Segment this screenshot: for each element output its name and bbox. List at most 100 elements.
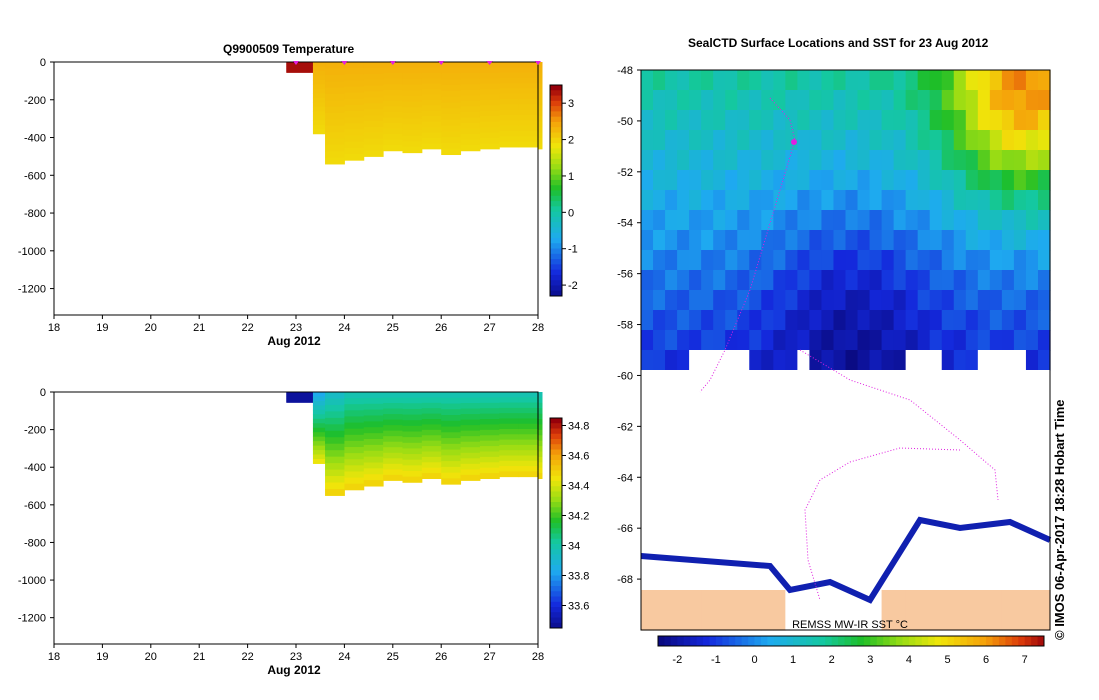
p1-x-tick-label: 23 xyxy=(290,651,302,663)
sst-map-cell xyxy=(653,330,666,351)
sst-map-cell xyxy=(917,290,931,311)
p1-colorbar-cell xyxy=(550,481,562,487)
sst-colorbar-cell xyxy=(683,636,691,646)
p1-profile-cell xyxy=(460,463,481,470)
sst-map-cell xyxy=(797,310,811,331)
sst-map-cell xyxy=(869,390,883,411)
sst-map-cell xyxy=(965,210,979,231)
sst-map-cell xyxy=(773,110,786,131)
p1-profile-cell xyxy=(538,392,543,398)
sst-map-cell xyxy=(713,130,726,151)
sst-map-cell xyxy=(809,170,823,191)
p0-x-tick-label: 25 xyxy=(387,322,399,334)
sst-map-cell xyxy=(713,310,726,331)
p0-x-tick-label: 19 xyxy=(96,322,108,334)
sst-map-cell xyxy=(653,510,666,531)
sst-colorbar-cell xyxy=(908,636,916,646)
p0-profile-cell xyxy=(479,99,500,106)
sst-map-cell xyxy=(689,290,702,311)
sst-map-cell xyxy=(653,130,666,151)
sst-map-cell xyxy=(809,330,823,351)
p1-profile-cell xyxy=(479,392,500,398)
p0-profile-cell xyxy=(479,105,500,112)
sst-map-cell xyxy=(989,110,1003,131)
sst-map-cell xyxy=(1025,570,1039,591)
sst-map-cell xyxy=(653,190,666,211)
p1-profile-cell xyxy=(402,392,423,399)
sst-map-cell xyxy=(785,470,798,491)
sst-map-cell xyxy=(893,430,907,451)
sst-map-cell xyxy=(797,450,811,471)
sst-map-cell xyxy=(845,210,859,231)
p1-profile-cell xyxy=(344,459,365,466)
sst-map-cell xyxy=(737,570,750,591)
sst-map-cell xyxy=(893,290,907,311)
sst-map-cell xyxy=(905,330,919,351)
p1-profile-cell xyxy=(518,418,539,425)
p0-profile-cell xyxy=(441,119,462,127)
p0-profile-cell xyxy=(479,132,500,139)
sst-map-cell xyxy=(701,510,714,531)
sst-map-cell xyxy=(953,70,967,91)
sst-colorbar-cell xyxy=(703,636,710,646)
sst-map-cell xyxy=(989,330,1003,351)
sst-map-cell xyxy=(1025,470,1039,491)
p0-profile-cell xyxy=(421,78,442,85)
sst-map-cell xyxy=(785,270,798,291)
p1-colorbar-cell xyxy=(550,580,562,587)
p0-profile-cell xyxy=(344,135,365,143)
sst-map-cell xyxy=(929,330,943,351)
sst-map-cell xyxy=(785,530,798,551)
p0-profile-cell xyxy=(363,109,384,116)
sst-map-cell xyxy=(809,410,823,431)
p1-profile-cell xyxy=(344,404,365,411)
p1-profile-cell xyxy=(538,462,543,469)
sst-map-cell xyxy=(893,470,907,491)
p0-colorbar-cell xyxy=(550,127,562,133)
p0-profile-cell xyxy=(460,95,481,102)
sst-map-cell xyxy=(881,190,895,211)
p0-profile-cell xyxy=(344,141,365,149)
sst-map-cell xyxy=(785,310,798,331)
sst-colorbar-c-label: 2 xyxy=(829,654,835,666)
p0-x-tick-label: 24 xyxy=(338,322,350,334)
sst-map-cell xyxy=(965,390,979,411)
p1-profile-cell xyxy=(363,444,384,452)
sst-map-cell xyxy=(881,590,895,611)
sst-map-cell xyxy=(965,290,979,311)
sst-map-cell xyxy=(809,190,823,211)
sst-map-cell xyxy=(1025,230,1039,251)
sst-colorbar-cell xyxy=(696,636,704,646)
p1-profile-cell xyxy=(344,465,365,472)
sst-map-cell xyxy=(737,550,750,571)
p0-profile-cell xyxy=(499,136,520,143)
p1-profile-cell xyxy=(325,411,345,419)
sst-map-cell xyxy=(737,490,750,511)
sst-map-cell xyxy=(893,190,907,211)
sst-map-cell xyxy=(785,90,798,111)
p1-profile-cell xyxy=(286,401,314,403)
sst-map-cell xyxy=(893,270,907,291)
sst-map-cell xyxy=(989,410,1003,431)
sst-map-cell xyxy=(857,510,871,531)
sst-map-cell xyxy=(869,330,883,351)
p1-profile-cell xyxy=(383,474,403,481)
p1-colorbar-tick-label: 34.6 xyxy=(568,451,589,463)
sst-map-cell xyxy=(761,190,774,211)
sst-map-cell xyxy=(677,490,690,511)
sst-map-cell xyxy=(749,170,762,191)
sst-colorbar-c-label: 4 xyxy=(906,654,912,666)
p0-colorbar-cell xyxy=(550,243,562,250)
sst-map-cell xyxy=(917,390,931,411)
sst-map-cell xyxy=(1013,410,1027,431)
sst-map-cell xyxy=(749,570,762,591)
sst-map-cell xyxy=(797,290,811,311)
p1-profile-cell xyxy=(402,414,423,421)
sst-map-cell xyxy=(929,130,943,151)
sst-map-cell xyxy=(881,110,895,131)
sst-map-cell xyxy=(977,110,991,131)
p1-profile-cell xyxy=(499,429,520,435)
sst-colorbar-cell xyxy=(1011,636,1019,646)
sst-map-cell xyxy=(653,150,666,171)
sst-colorbar-cell xyxy=(915,636,923,646)
